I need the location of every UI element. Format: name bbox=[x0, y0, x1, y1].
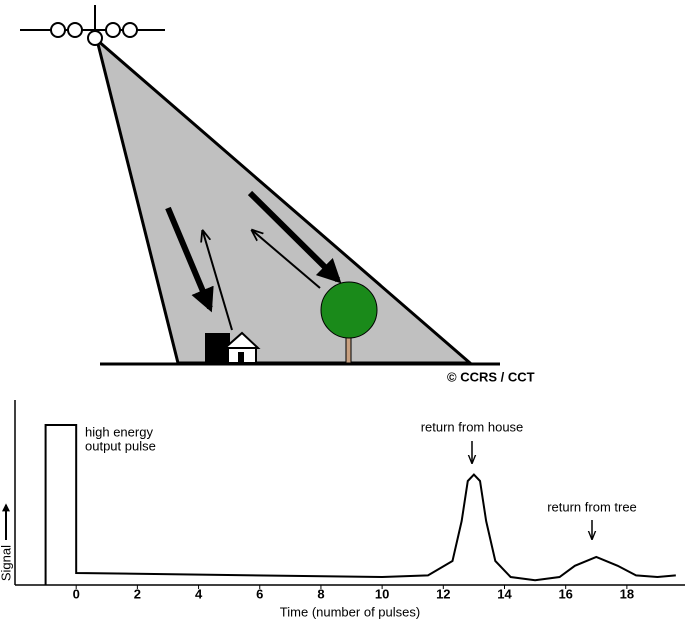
x-tick-label: 6 bbox=[256, 586, 263, 601]
signal-chart: Signal Time (number of pulses) high ener… bbox=[0, 400, 685, 619]
x-axis-label: Time (number of pulses) bbox=[280, 604, 420, 619]
radar-diagram: © CCRS / CCT bbox=[20, 5, 535, 384]
x-tick-label: 14 bbox=[497, 586, 512, 601]
x-tick-label: 10 bbox=[375, 586, 389, 601]
x-tick-label: 16 bbox=[558, 586, 572, 601]
y-axis-label: Signal bbox=[0, 545, 13, 581]
x-tick-label: 8 bbox=[317, 586, 324, 601]
x-tick-label: 2 bbox=[134, 586, 141, 601]
annotation: high energy bbox=[85, 424, 153, 439]
x-tick-label: 4 bbox=[195, 586, 203, 601]
annotation: output pulse bbox=[85, 438, 156, 453]
beam bbox=[97, 40, 470, 363]
illustration: © CCRS / CCT Signal Time (number of puls… bbox=[0, 0, 691, 621]
x-tick-label: 12 bbox=[436, 586, 450, 601]
x-tick-label: 0 bbox=[73, 586, 80, 601]
x-tick-label: 18 bbox=[620, 586, 634, 601]
credit: © CCRS / CCT bbox=[447, 369, 535, 384]
annotation: return from house bbox=[421, 419, 524, 434]
airplane bbox=[20, 5, 165, 45]
page: © CCRS / CCT Signal Time (number of puls… bbox=[0, 0, 691, 621]
annotation: return from tree bbox=[547, 499, 637, 514]
